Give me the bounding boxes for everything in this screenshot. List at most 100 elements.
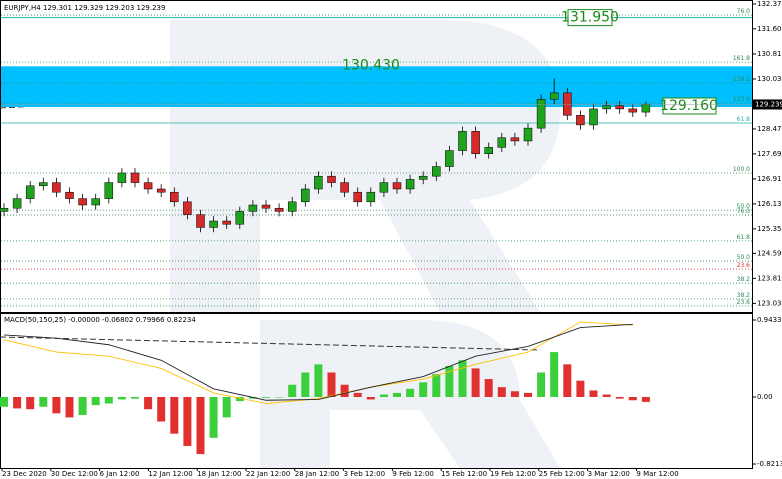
fib-label: 123.6	[733, 96, 750, 103]
y-tick-label: 126.135	[757, 200, 782, 208]
y-tick-label: 124.590	[757, 249, 782, 257]
fib-label: 76.0	[737, 8, 751, 15]
candle-body	[0, 207, 9, 212]
macd-bar	[340, 384, 349, 397]
macd-bar	[157, 396, 166, 422]
candle-body	[130, 172, 140, 183]
candle-body	[523, 127, 533, 142]
candle-body	[353, 191, 362, 203]
candle-body	[405, 179, 415, 190]
candle-body	[170, 191, 179, 203]
macd-bar	[13, 396, 22, 409]
candle-body	[248, 204, 258, 212]
candle-body	[379, 182, 389, 193]
candle-body	[78, 198, 87, 206]
macd-bar	[52, 396, 61, 414]
candle-body	[52, 182, 61, 193]
candle-body	[261, 204, 271, 209]
candle-body	[235, 211, 245, 225]
macd-bar	[458, 360, 467, 397]
y-tick-label: 128.475	[757, 125, 782, 133]
candle-body	[156, 188, 166, 193]
macd-bar	[615, 396, 624, 399]
candle-body	[484, 147, 493, 155]
candle-body	[536, 99, 546, 129]
macd-bar	[183, 396, 192, 446]
x-tick-label: 25 Feb 12:00	[539, 470, 585, 478]
macd-bar	[170, 396, 179, 434]
fib-label: 23.6	[737, 262, 751, 269]
candle-body	[104, 182, 114, 199]
x-tick-label: 28 Jan 12:00	[295, 470, 339, 478]
candle-body	[549, 92, 559, 100]
candle-body	[196, 214, 205, 228]
candle-body	[432, 166, 441, 177]
macd-header: MACD(50,150,25) -0.00000 -0.06802 0.7996…	[4, 316, 196, 324]
candle-body	[510, 137, 520, 142]
candle-body	[327, 175, 336, 183]
macd-bar	[288, 384, 297, 397]
x-tick-label: 9 Feb 12:00	[392, 470, 433, 478]
y-tick-label: 126.915	[757, 175, 782, 183]
macd-bar	[353, 392, 362, 397]
macd-bar	[537, 372, 546, 397]
fib-label: 61.8	[737, 234, 751, 241]
macd-bar	[275, 396, 284, 398]
fib-label: 161.8	[733, 55, 750, 62]
candle-body	[314, 175, 323, 190]
y-tick-label: 132.375	[757, 0, 782, 8]
header: EURJPY,H4 129.301 129.329 129.203 129.23…	[4, 4, 165, 12]
candle-body	[615, 105, 624, 110]
fib-label: 138.2	[733, 76, 750, 83]
target-box	[567, 9, 613, 27]
fib-label: 38.2	[737, 276, 751, 283]
macd-bar	[445, 365, 454, 397]
macd-bar	[484, 379, 493, 397]
y-tick-label: 0.00	[757, 393, 773, 401]
y-tick-label: 0.94338	[757, 316, 782, 324]
macd-bar	[379, 394, 388, 397]
x-tick-label: 30 Dec 12:00	[51, 470, 98, 478]
fib-label: 76.0	[737, 208, 751, 215]
macd-bar	[0, 396, 8, 407]
macd-bar	[550, 352, 559, 397]
candle-body	[392, 182, 402, 190]
candle-body	[39, 182, 48, 187]
y-tick-label: -0.82134	[757, 460, 782, 468]
macd-bar	[209, 396, 218, 438]
macd-bar	[65, 396, 74, 418]
y-tick-label: 131.600	[757, 25, 782, 33]
candle-body	[576, 115, 585, 126]
macd-bar	[497, 387, 506, 397]
macd-signal	[3, 321, 633, 404]
macd-bar	[131, 396, 139, 399]
y-tick-label: 123.030	[757, 299, 782, 307]
macd-bar	[327, 372, 336, 397]
fib-label: 50.0	[737, 254, 751, 261]
x-tick-label: 6 Jan 12:00	[100, 470, 140, 478]
macd-bar	[406, 388, 415, 397]
candle-body	[471, 131, 480, 155]
trend-line	[0, 336, 541, 351]
macd-bar	[602, 394, 611, 397]
macd-bar	[628, 396, 637, 401]
candle-body	[641, 104, 651, 113]
candle-body	[366, 191, 376, 203]
macd-bar	[314, 364, 323, 397]
fib-label: 23.6	[737, 299, 751, 306]
candle-body	[65, 191, 74, 199]
current-label: 129.239	[755, 100, 782, 108]
macd-bar	[222, 396, 231, 418]
macd-bar	[432, 374, 441, 397]
macd-bar	[510, 391, 519, 397]
x-tick-label: 9 Mar 12:00	[636, 470, 678, 478]
macd-bar	[262, 396, 270, 398]
macd-bar	[419, 382, 428, 397]
macd-bar	[393, 392, 401, 397]
candle-body	[418, 175, 428, 180]
x-tick-label: 12 Jan 12:00	[148, 470, 192, 478]
candle-body	[209, 220, 218, 228]
x-tick-label: 19 Feb 12:00	[490, 470, 536, 478]
zone-label: 129.160	[660, 98, 718, 114]
